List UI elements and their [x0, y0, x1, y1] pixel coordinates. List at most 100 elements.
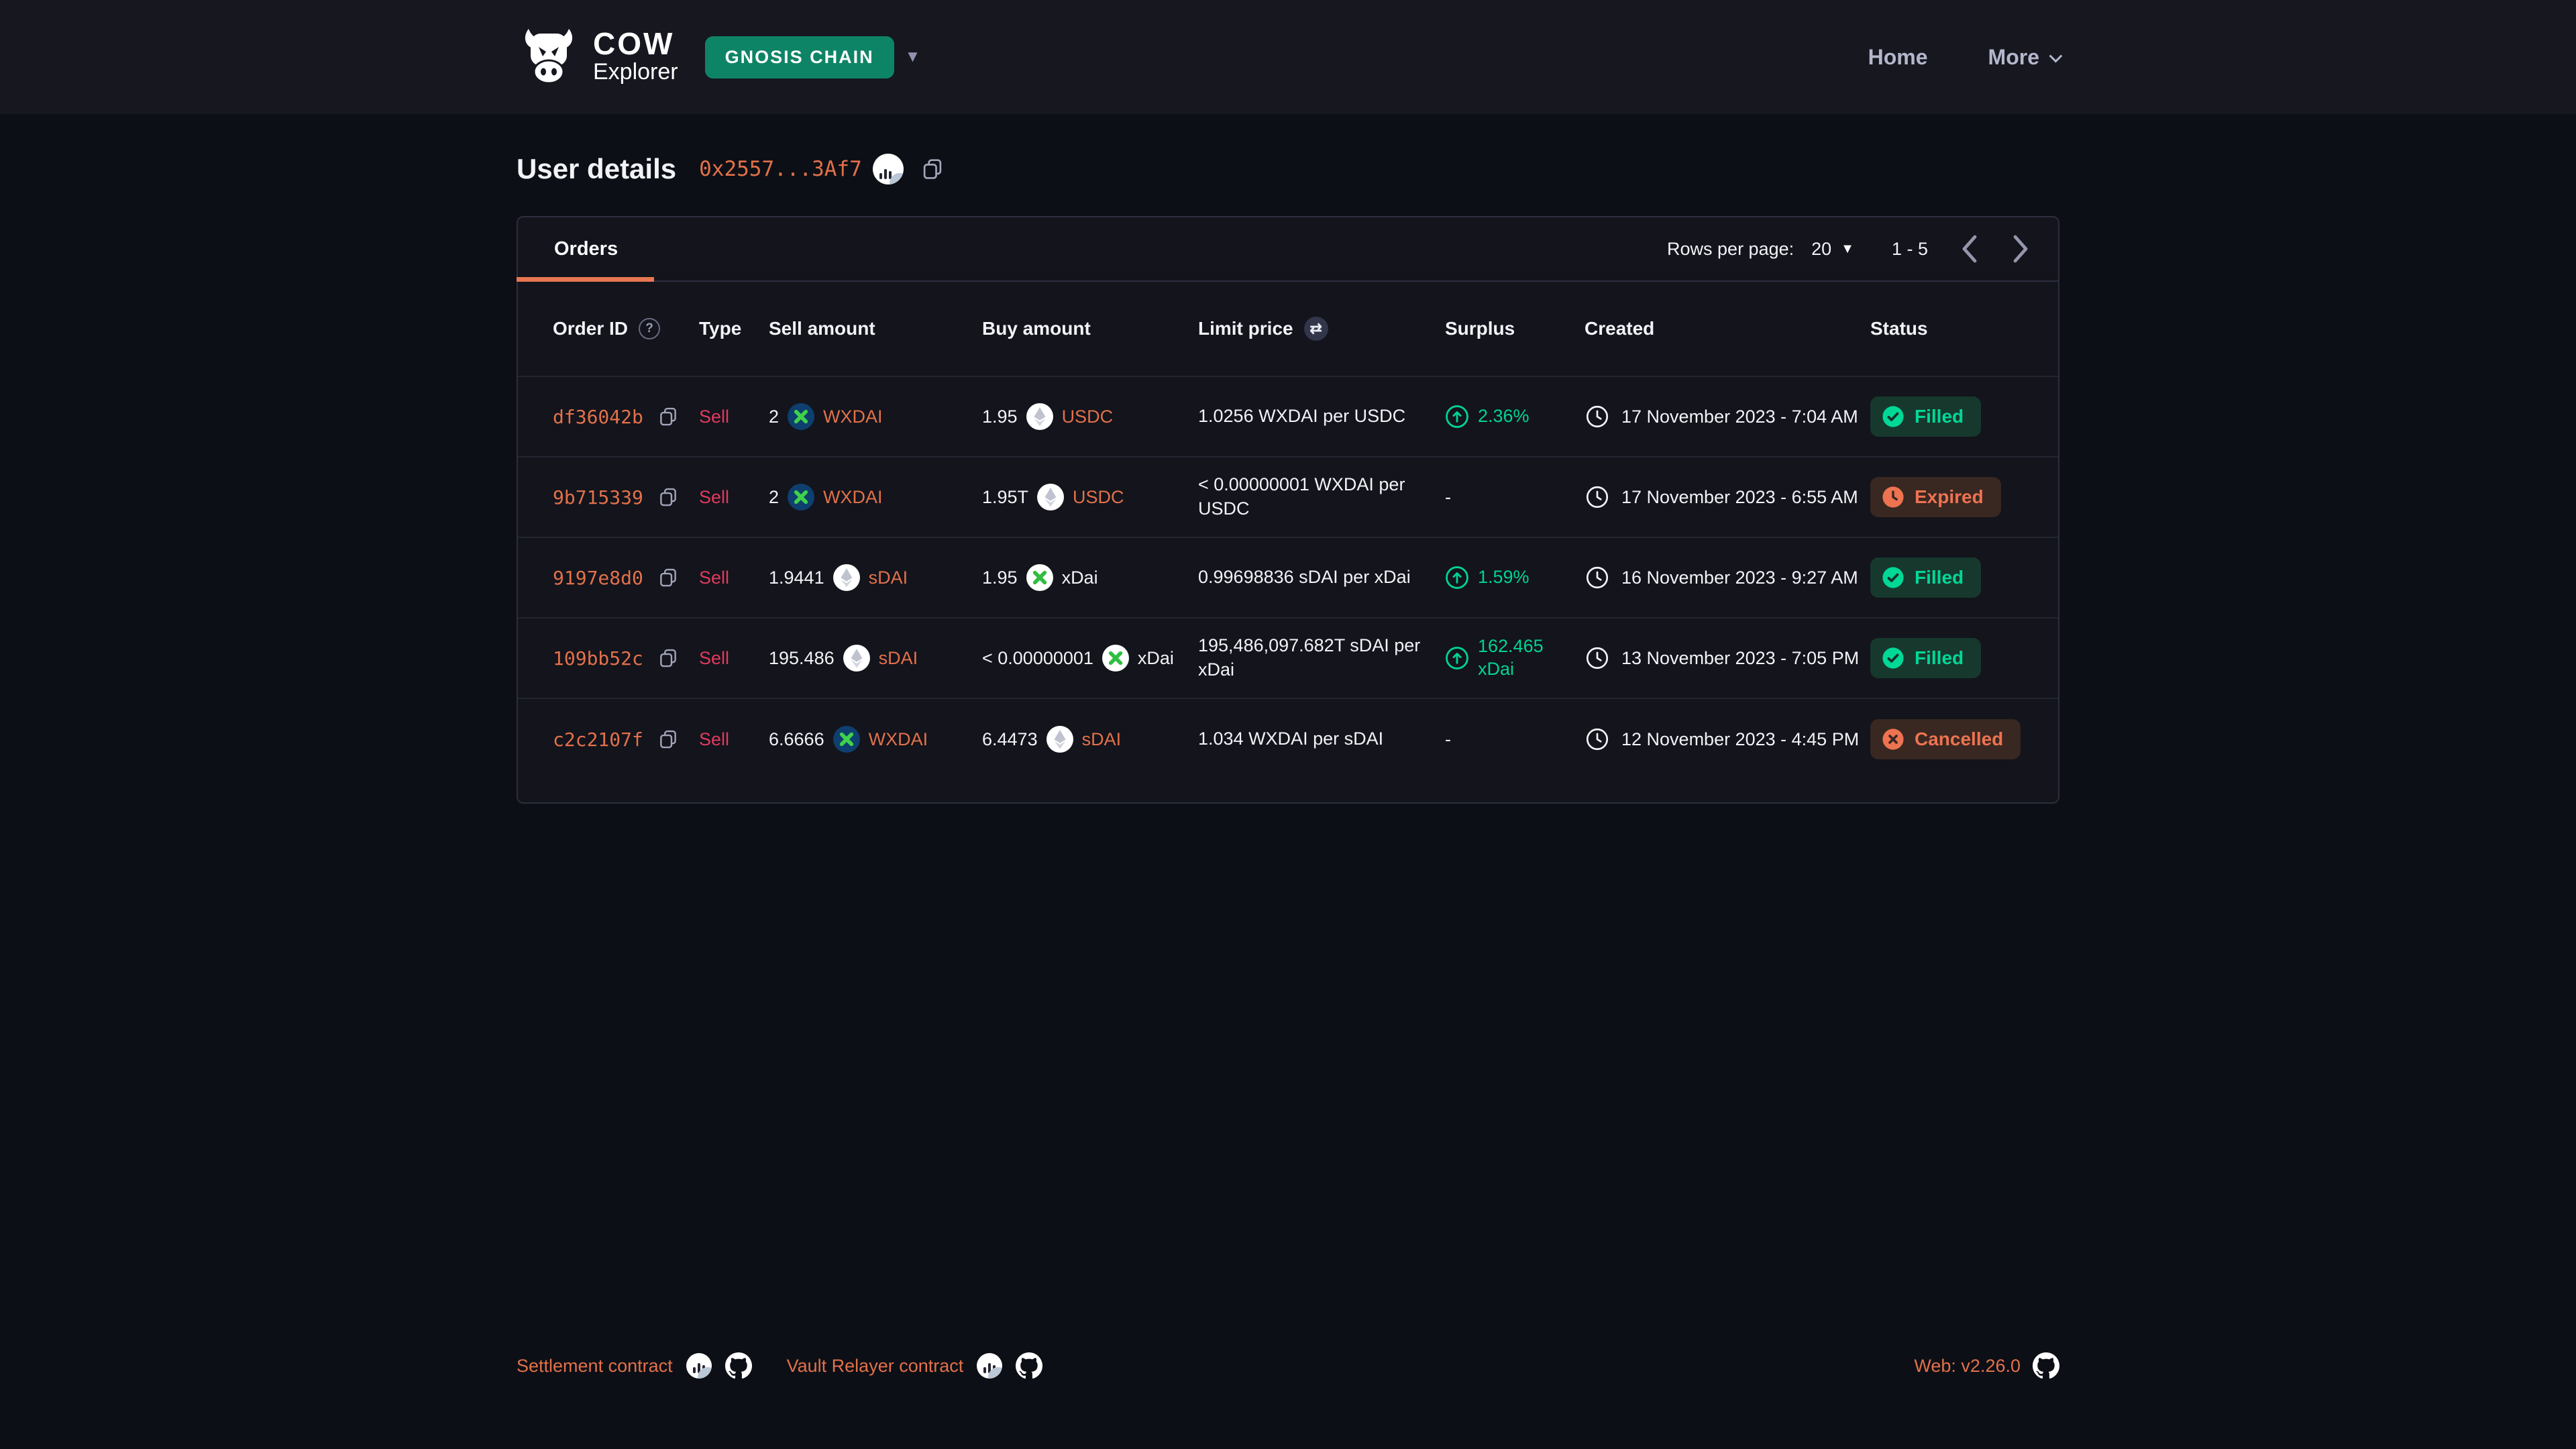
help-icon[interactable]: ? — [639, 318, 661, 339]
tab-orders[interactable]: Orders — [516, 217, 655, 282]
order-id-cell: 9197e8d0 — [553, 566, 699, 589]
buy-amount-cell: < 0.00000001 xDai — [982, 645, 1198, 672]
copy-icon[interactable] — [657, 647, 680, 669]
token-icon-eth — [1046, 726, 1073, 753]
created-cell: 13 November 2023 - 7:05 PM — [1585, 645, 1870, 671]
col-status: Status — [1870, 318, 1928, 339]
brand-name: COW — [593, 26, 675, 62]
status-badge: Filled — [1870, 638, 1982, 678]
nav-home-link[interactable]: Home — [1868, 44, 1928, 69]
col-sell-amount: Sell amount — [769, 318, 875, 339]
github-icon[interactable] — [2033, 1352, 2059, 1379]
order-id-link[interactable]: c2c2107f — [553, 728, 643, 751]
user-address[interactable]: 0x2557...3Af7 — [699, 157, 862, 181]
rows-per-page-label: Rows per page: — [1667, 238, 1794, 259]
limit-price-cell: 1.034 WXDAI per sDAI — [1198, 729, 1384, 749]
copy-address-icon[interactable] — [920, 156, 945, 182]
status-badge: Cancelled — [1870, 719, 2021, 759]
page-range: 1 - 5 — [1891, 238, 1928, 259]
table-row: 9197e8d0 Sell 1.9441 sDAI 1.95 xDai 0.9969… — [518, 538, 2058, 619]
brand-subtitle: Explorer — [593, 59, 678, 85]
token-link[interactable]: USDC — [1073, 486, 1124, 507]
swap-price-icon[interactable]: ⇄ — [1303, 317, 1328, 341]
github-icon[interactable] — [724, 1352, 752, 1379]
previous-page-button[interactable] — [1960, 234, 1979, 264]
blockscout-identicon[interactable] — [872, 154, 904, 184]
order-id-cell: 109bb52c — [553, 647, 699, 669]
order-id-link[interactable]: df36042b — [553, 405, 643, 428]
network-badge[interactable]: GNOSIS CHAIN — [704, 36, 894, 78]
copy-icon[interactable] — [657, 728, 680, 751]
status-badge: Filled — [1870, 557, 1982, 598]
token-link[interactable]: sDAI — [1081, 729, 1122, 749]
sell-amount-cell: 1.9441 sDAI — [769, 564, 982, 591]
buy-amount-cell: 6.4473 sDAI — [982, 726, 1198, 753]
surplus-cell: 162.465 xDai — [1445, 635, 1585, 681]
status-cell: Filled — [1870, 396, 2031, 437]
token-icon-xdai — [1102, 645, 1129, 672]
next-page-button[interactable] — [2011, 234, 2030, 264]
footer-links: Settlement contract Vault Relayer contra… — [517, 1352, 1043, 1379]
limit-price-cell: 195,486,097.682T sDAI per xDai — [1198, 635, 1421, 680]
web-version-link[interactable]: Web: v2.26.0 — [1914, 1355, 2021, 1376]
surplus-cell: - — [1445, 729, 1451, 749]
token-link[interactable]: WXDAI — [823, 486, 883, 507]
created-cell: 17 November 2023 - 6:55 AM — [1585, 484, 1870, 510]
token-link[interactable]: sDAI — [868, 567, 908, 588]
status-badge: Expired — [1870, 477, 2001, 517]
token-icon-wxdai — [788, 484, 815, 511]
blockscout-icon[interactable] — [686, 1353, 712, 1379]
surplus-cell: 1.59% — [1445, 566, 1585, 590]
order-id-link[interactable]: 9197e8d0 — [553, 566, 643, 589]
status-filled-icon — [1882, 647, 1904, 669]
order-type: Sell — [699, 729, 730, 749]
table-row: 9b715339 Sell 2 WXDAI 1.95T USDC < 0.00000… — [518, 458, 2058, 538]
chevron-down-icon — [2049, 49, 2063, 63]
status-filled-icon — [1882, 405, 1904, 428]
nav-more-link[interactable]: More — [1988, 45, 2063, 70]
vault-relayer-contract: Vault Relayer contract — [787, 1352, 1043, 1379]
sell-amount-cell: 6.6666 WXDAI — [769, 726, 982, 753]
status-badge: Filled — [1870, 396, 1982, 437]
token-link[interactable]: WXDAI — [868, 729, 928, 749]
clock-icon — [1585, 727, 1610, 752]
status-cell: Expired — [1870, 477, 2031, 517]
network-selector[interactable]: GNOSIS CHAIN ▼ — [704, 36, 920, 78]
table-row: 109bb52c Sell 195.486 sDAI < 0.00000001 xD… — [518, 619, 2058, 699]
copy-icon[interactable] — [657, 486, 680, 508]
order-id-cell: c2c2107f — [553, 728, 699, 751]
token-name: xDai — [1137, 647, 1174, 668]
rows-per-page-dropdown-icon: ▼ — [1841, 241, 1854, 256]
token-icon-eth — [1026, 403, 1053, 430]
order-id-link[interactable]: 109bb52c — [553, 647, 643, 669]
order-type: Sell — [699, 647, 730, 668]
settlement-contract-link[interactable]: Settlement contract — [517, 1355, 673, 1376]
token-icon-xdai — [1026, 564, 1053, 591]
surplus-up-icon — [1445, 405, 1469, 429]
token-link[interactable]: sDAI — [878, 647, 918, 668]
rows-per-page-select[interactable]: 20 ▼ — [1811, 239, 1854, 260]
status-cell: Filled — [1870, 638, 2031, 678]
main-content: User details 0x2557...3Af7 Orders Rows p… — [0, 114, 2576, 804]
status-filled-icon — [1882, 566, 1904, 589]
token-link[interactable]: USDC — [1061, 406, 1114, 427]
vault-relayer-contract-link[interactable]: Vault Relayer contract — [786, 1355, 964, 1376]
col-surplus: Surplus — [1445, 318, 1515, 339]
clock-icon — [1585, 484, 1610, 510]
page-title-row: User details 0x2557...3Af7 — [517, 153, 2059, 185]
blockscout-icon[interactable] — [977, 1353, 1003, 1379]
order-id-link[interactable]: 9b715339 — [553, 486, 643, 508]
copy-icon[interactable] — [657, 405, 680, 428]
token-icon-eth — [1037, 484, 1065, 511]
table-row: c2c2107f Sell 6.6666 WXDAI 6.4473 sDAI 1.0… — [518, 699, 2058, 780]
cow-explorer-logo[interactable]: COW Explorer — [517, 25, 678, 89]
github-icon[interactable] — [1016, 1352, 1043, 1379]
order-type: Sell — [699, 406, 730, 427]
sell-amount-cell: 195.486 sDAI — [769, 645, 982, 672]
orders-panel: Orders Rows per page: 20 ▼ 1 - 5 Order I… — [516, 216, 2059, 804]
col-order-id: Order ID — [553, 318, 629, 339]
token-link[interactable]: WXDAI — [823, 406, 883, 427]
footer-version: Web: v2.26.0 — [1914, 1352, 2059, 1379]
order-type: Sell — [699, 567, 730, 588]
copy-icon[interactable] — [657, 566, 680, 589]
